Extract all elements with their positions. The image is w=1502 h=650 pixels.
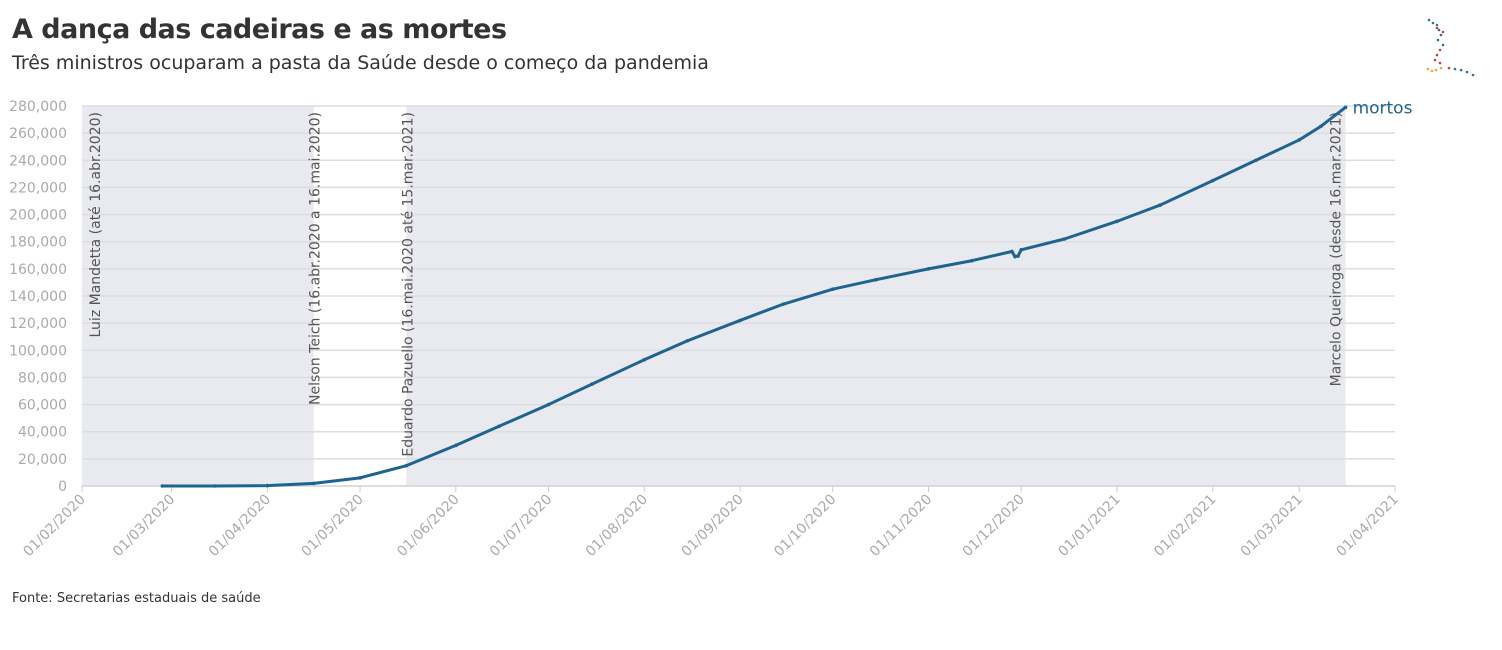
y-tick-label: 100,000 bbox=[9, 343, 67, 359]
x-tick-label: 01/04/2020 bbox=[206, 492, 274, 560]
y-tick-label: 60,000 bbox=[18, 398, 67, 414]
data-point bbox=[874, 277, 878, 282]
x-tick-label: 01/02/2021 bbox=[1151, 492, 1219, 560]
y-tick-label: 20,000 bbox=[18, 452, 67, 468]
deaths-line bbox=[162, 106, 1347, 488]
data-point bbox=[265, 483, 270, 488]
y-tick-label: 140,000 bbox=[9, 289, 67, 305]
x-tick-label: 01/09/2020 bbox=[678, 492, 746, 560]
minister-label: Nelson Teich (16.abr.2020 a 16.mai.2020) bbox=[308, 112, 324, 405]
data-point bbox=[1062, 237, 1067, 241]
series-label: mortos bbox=[1353, 98, 1413, 118]
data-point bbox=[1016, 254, 1020, 258]
minister-label: Marcelo Queiroga (desde 16.mar.2021) bbox=[1329, 112, 1345, 386]
minister-label: Eduardo Pazuello (16.mai.2020 até 15.mar… bbox=[400, 112, 416, 457]
x-tick-label: 01/12/2020 bbox=[960, 492, 1028, 560]
x-tick-label: 01/11/2020 bbox=[867, 492, 935, 560]
data-point bbox=[1013, 254, 1017, 259]
x-tick-label: 01/01/2021 bbox=[1055, 492, 1123, 560]
data-point bbox=[213, 484, 217, 488]
data-point bbox=[1158, 203, 1163, 207]
logo-icon bbox=[1426, 18, 1475, 77]
data-point bbox=[1254, 158, 1258, 163]
x-tick-label: 01/05/2020 bbox=[298, 492, 366, 560]
data-point bbox=[358, 476, 362, 480]
x-tick-label: 01/08/2020 bbox=[583, 492, 651, 560]
x-tick-label: 01/04/2021 bbox=[1333, 492, 1401, 560]
minister-band bbox=[406, 106, 1346, 486]
data-point bbox=[311, 481, 316, 486]
minister-label: Luiz Mandetta (até 16.abr.2020) bbox=[88, 112, 104, 338]
data-point bbox=[1319, 124, 1323, 129]
minister-band bbox=[82, 106, 314, 486]
y-tick-label: 40,000 bbox=[18, 425, 67, 441]
y-tick-label: 260,000 bbox=[9, 126, 67, 142]
y-tick-label: 180,000 bbox=[9, 235, 67, 251]
data-point bbox=[738, 318, 742, 323]
y-tick-label: 240,000 bbox=[9, 153, 67, 169]
y-tick-label: 120,000 bbox=[9, 316, 67, 332]
data-point bbox=[642, 357, 647, 362]
data-point bbox=[1297, 138, 1302, 142]
y-tick-label: 200,000 bbox=[9, 208, 67, 224]
data-point bbox=[546, 402, 551, 407]
x-tick-label: 01/02/2020 bbox=[20, 492, 88, 560]
data-point bbox=[830, 287, 835, 292]
data-point bbox=[497, 424, 501, 429]
data-point bbox=[589, 382, 594, 387]
data-point bbox=[1010, 249, 1014, 254]
data-point bbox=[1019, 248, 1023, 252]
y-tick-label: 280,000 bbox=[9, 99, 67, 115]
y-tick-label: 220,000 bbox=[9, 180, 67, 196]
x-tick-label: 01/10/2020 bbox=[771, 492, 839, 560]
x-tick-label: 01/03/2020 bbox=[110, 492, 178, 560]
chart-subtitle: Três ministros ocuparam a pasta da Saúde… bbox=[12, 52, 709, 74]
data-point bbox=[404, 463, 409, 468]
data-point bbox=[781, 302, 786, 306]
data-point bbox=[1115, 219, 1119, 224]
y-tick-label: 0 bbox=[58, 479, 67, 495]
y-tick-label: 80,000 bbox=[18, 370, 67, 386]
data-point bbox=[1343, 105, 1348, 110]
data-point bbox=[969, 258, 974, 263]
data-point bbox=[160, 484, 165, 488]
data-point bbox=[1210, 178, 1215, 183]
data-point bbox=[454, 443, 458, 448]
x-tick-label: 01/07/2020 bbox=[487, 492, 555, 560]
x-tick-label: 01/06/2020 bbox=[394, 492, 462, 560]
y-tick-label: 160,000 bbox=[9, 262, 67, 278]
data-point bbox=[926, 267, 931, 271]
chart-title: A dança das cadeiras e as mortes bbox=[12, 14, 507, 45]
x-tick-label: 01/03/2021 bbox=[1238, 492, 1306, 560]
data-point bbox=[685, 338, 690, 343]
source-note: Fonte: Secretarias estaduais de saúde bbox=[12, 591, 261, 606]
